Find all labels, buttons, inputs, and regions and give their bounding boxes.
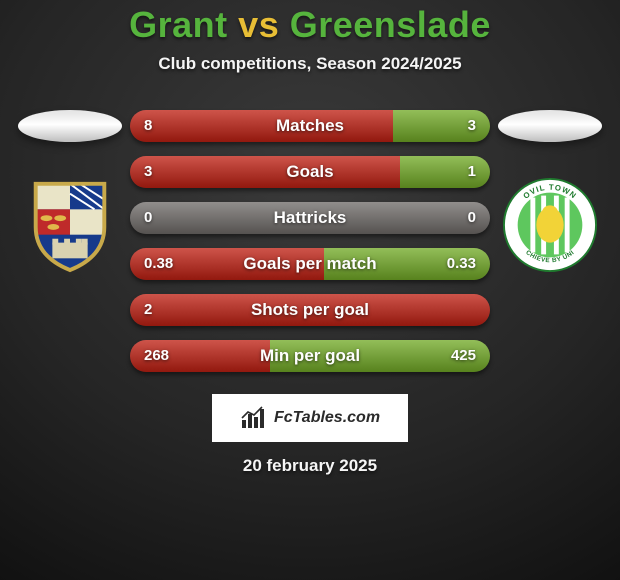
subtitle: Club competitions, Season 2024/2025 (158, 54, 461, 74)
player1-name: Grant (129, 4, 228, 45)
fctables-text: FcTables.com (274, 409, 380, 427)
stat-row: Goals per match0.380.33 (130, 248, 490, 280)
stat-fill-left (130, 294, 490, 326)
wealdstone-crest (21, 176, 119, 274)
fctables-brand-box: FcTables.com (212, 394, 408, 442)
stat-fill-left (130, 156, 400, 188)
player2-name-ellipse (498, 110, 602, 142)
stat-row: Shots per goal2 (130, 294, 490, 326)
stat-fill-right (270, 340, 490, 372)
fctables-bars-icon (240, 406, 268, 430)
vs-word: vs (238, 4, 279, 45)
stat-row: Goals31 (130, 156, 490, 188)
stat-fill-left (130, 202, 310, 234)
player1-name-ellipse (18, 110, 122, 142)
stat-fill-right (324, 248, 490, 280)
stat-fill-right (310, 202, 490, 234)
stat-fill-right (400, 156, 490, 188)
stat-fill-right (393, 110, 490, 142)
stat-row: Hattricks00 (130, 202, 490, 234)
stat-row: Matches83 (130, 110, 490, 142)
player2-name: Greenslade (290, 4, 491, 45)
wealdstone-crest-svg (21, 176, 119, 274)
stat-fill-left (130, 110, 393, 142)
left-crest-column (10, 110, 130, 274)
yeovil-town-crest-svg: OVIL TOWN CHIEVE BY UNI (501, 176, 599, 274)
stat-row: Min per goal268425 (130, 340, 490, 372)
comparison-area: Matches83 Goals31 Hattricks00 Goals per mat… (0, 110, 620, 372)
stat-fill-left (130, 340, 270, 372)
page-title: Grant vs Greenslade (129, 6, 491, 44)
stat-fill-left (130, 248, 324, 280)
stats-table: Matches83 Goals31 Hattricks00 Goals per mat… (130, 110, 490, 372)
right-crest-column: OVIL TOWN CHIEVE BY UNI (490, 110, 610, 274)
content-wrapper: Grant vs Greenslade Club competitions, S… (0, 0, 620, 580)
date: 20 february 2025 (243, 456, 377, 476)
yeovil-town-crest: OVIL TOWN CHIEVE BY UNI (501, 176, 599, 274)
